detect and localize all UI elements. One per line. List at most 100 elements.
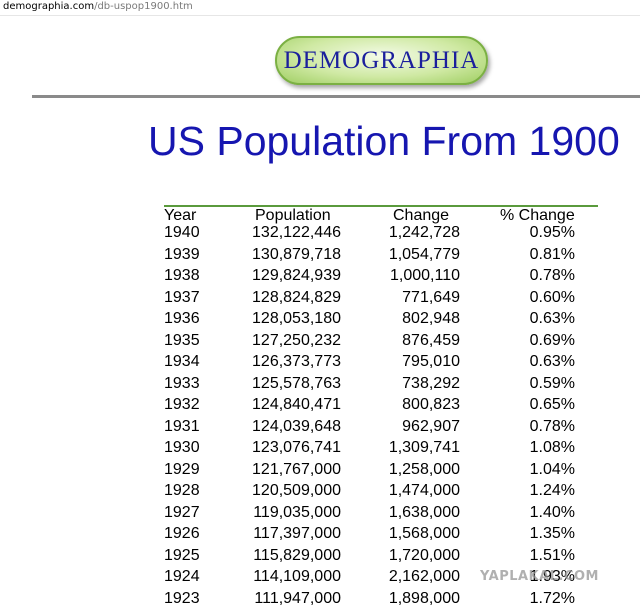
- column-header-population: Population: [255, 207, 331, 224]
- table-row: 1936 128,053,180 802,948 0.63%: [164, 308, 598, 330]
- table-row: 1925 115,829,000 1,720,000 1.51%: [164, 545, 598, 567]
- cell-change: 1,242,728: [388, 226, 460, 241]
- table-row: 1932 124,840,471 800,823 0.65%: [164, 394, 598, 416]
- cell-population: 127,250,232: [252, 331, 341, 349]
- cell-change: 962,907: [402, 417, 460, 435]
- cell-year: 1926: [164, 525, 200, 542]
- cell-percent-change: 1.04%: [529, 460, 575, 478]
- column-header-percent-change: % Change: [500, 207, 575, 224]
- cell-year: 1939: [164, 245, 200, 263]
- table-row: 1939 130,879,718 1,054,779 0.81%: [164, 244, 598, 266]
- cell-year: 1940: [164, 226, 200, 241]
- cell-population: 126,373,773: [252, 353, 341, 370]
- cell-percent-change: 0.81%: [529, 245, 575, 263]
- cell-change: 800,823: [402, 396, 460, 413]
- cell-change: 771,649: [402, 288, 460, 306]
- cell-year: 1929: [164, 460, 200, 478]
- cell-year: 1934: [164, 353, 200, 370]
- cell-change: 738,292: [402, 374, 460, 392]
- table-row: 1930 123,076,741 1,309,741 1.08%: [164, 437, 598, 459]
- cell-percent-change: 1.35%: [529, 525, 575, 542]
- logo-text: DEMOGRAPHIA: [283, 46, 480, 74]
- cell-percent-change: 0.95%: [529, 226, 575, 241]
- cell-change: 1,720,000: [388, 546, 460, 564]
- table-row: 1934 126,373,773 795,010 0.63%: [164, 351, 598, 373]
- cell-change: 1,474,000: [388, 482, 460, 499]
- cell-change: 1,898,000: [388, 589, 460, 607]
- table-row: 1924 114,109,000 2,162,000 1.93%: [164, 566, 598, 588]
- table-row: 1926 117,397,000 1,568,000 1.35%: [164, 523, 598, 545]
- cell-percent-change: 1.51%: [529, 546, 575, 564]
- cell-population: 125,578,763: [252, 374, 341, 392]
- population-table: 1940 132,122,446 1,242,728 0.95% 1939 130,87…: [164, 226, 598, 609]
- cell-percent-change: 0.78%: [529, 417, 575, 435]
- cell-year: 1935: [164, 331, 200, 349]
- table-body: 1940 132,122,446 1,242,728 0.95% 1939 130,87…: [164, 226, 598, 609]
- cell-year: 1931: [164, 417, 200, 435]
- cell-year: 1938: [164, 267, 200, 284]
- cell-year: 1927: [164, 503, 200, 521]
- cell-population: 130,879,718: [252, 245, 341, 263]
- cell-year: 1933: [164, 374, 200, 392]
- cell-percent-change: 0.63%: [529, 310, 575, 327]
- cell-year: 1930: [164, 439, 200, 456]
- table-row: 1931 124,039,648 962,907 0.78%: [164, 416, 598, 438]
- cell-percent-change: 1.72%: [529, 589, 575, 607]
- url-host: demographia.com: [3, 1, 95, 12]
- header-divider: [32, 95, 640, 98]
- address-bar[interactable]: demographia.com/db-uspop1900.htm: [0, 0, 640, 16]
- column-header-year: Year: [164, 207, 197, 224]
- table-header: Year Population Change % Change: [164, 207, 598, 225]
- watermark: YAPLAKAL.COM: [480, 569, 599, 584]
- cell-change: 1,568,000: [388, 525, 460, 542]
- cell-change: 2,162,000: [388, 568, 460, 585]
- table-row: 1933 125,578,763 738,292 0.59%: [164, 373, 598, 395]
- cell-percent-change: 0.59%: [529, 374, 575, 392]
- table-row: 1929 121,767,000 1,258,000 1.04%: [164, 459, 598, 481]
- cell-population: 115,829,000: [253, 546, 341, 564]
- cell-year: 1924: [164, 568, 200, 585]
- table-row: 1938 129,824,939 1,000,110 0.78%: [164, 265, 598, 287]
- cell-population: 129,824,939: [252, 267, 341, 284]
- cell-percent-change: 0.60%: [529, 288, 575, 306]
- cell-population: 132,122,446: [252, 226, 341, 241]
- table-row: 1927 119,035,000 1,638,000 1.40%: [164, 502, 598, 524]
- table-row: 1923 111,947,000 1,898,000 1.72%: [164, 588, 598, 609]
- cell-year: 1928: [164, 482, 200, 499]
- cell-year: 1923: [164, 589, 200, 607]
- cell-year: 1936: [164, 310, 200, 327]
- cell-percent-change: 0.65%: [529, 396, 575, 413]
- cell-change: 802,948: [402, 310, 460, 327]
- cell-year: 1937: [164, 288, 200, 306]
- cell-change: 1,258,000: [388, 460, 460, 478]
- cell-change: 1,638,000: [388, 503, 460, 521]
- cell-population: 119,035,000: [253, 503, 341, 521]
- url-path: /db-uspop1900.htm: [94, 1, 193, 12]
- table-row: 1935 127,250,232 876,459 0.69%: [164, 330, 598, 352]
- cell-change: 1,309,741: [388, 439, 460, 456]
- cell-change: 795,010: [402, 353, 460, 370]
- cell-population: 124,039,648: [252, 417, 341, 435]
- cell-population: 114,109,000: [253, 568, 341, 585]
- cell-percent-change: 0.63%: [529, 353, 575, 370]
- cell-year: 1932: [164, 396, 200, 413]
- cell-population: 128,824,829: [252, 288, 341, 306]
- table-row: 1937 128,824,829 771,649 0.60%: [164, 287, 598, 309]
- cell-population: 123,076,741: [252, 439, 341, 456]
- cell-population: 120,509,000: [252, 482, 341, 499]
- page-title: US Population From 1900: [148, 118, 620, 164]
- demographia-logo[interactable]: DEMOGRAPHIA: [275, 36, 488, 85]
- cell-population: 117,397,000: [253, 525, 341, 542]
- cell-percent-change: 0.69%: [529, 331, 575, 349]
- table-row: 1928 120,509,000 1,474,000 1.24%: [164, 480, 598, 502]
- cell-change: 876,459: [402, 331, 460, 349]
- cell-year: 1925: [164, 546, 200, 564]
- cell-population: 111,947,000: [254, 589, 341, 607]
- cell-population: 128,053,180: [252, 310, 341, 327]
- cell-percent-change: 1.24%: [529, 482, 575, 499]
- cell-change: 1,054,779: [388, 245, 460, 263]
- cell-percent-change: 1.93%: [529, 568, 575, 585]
- table-header-rule: [164, 205, 598, 207]
- column-header-change: Change: [393, 207, 450, 224]
- cell-population: 124,840,471: [252, 396, 341, 413]
